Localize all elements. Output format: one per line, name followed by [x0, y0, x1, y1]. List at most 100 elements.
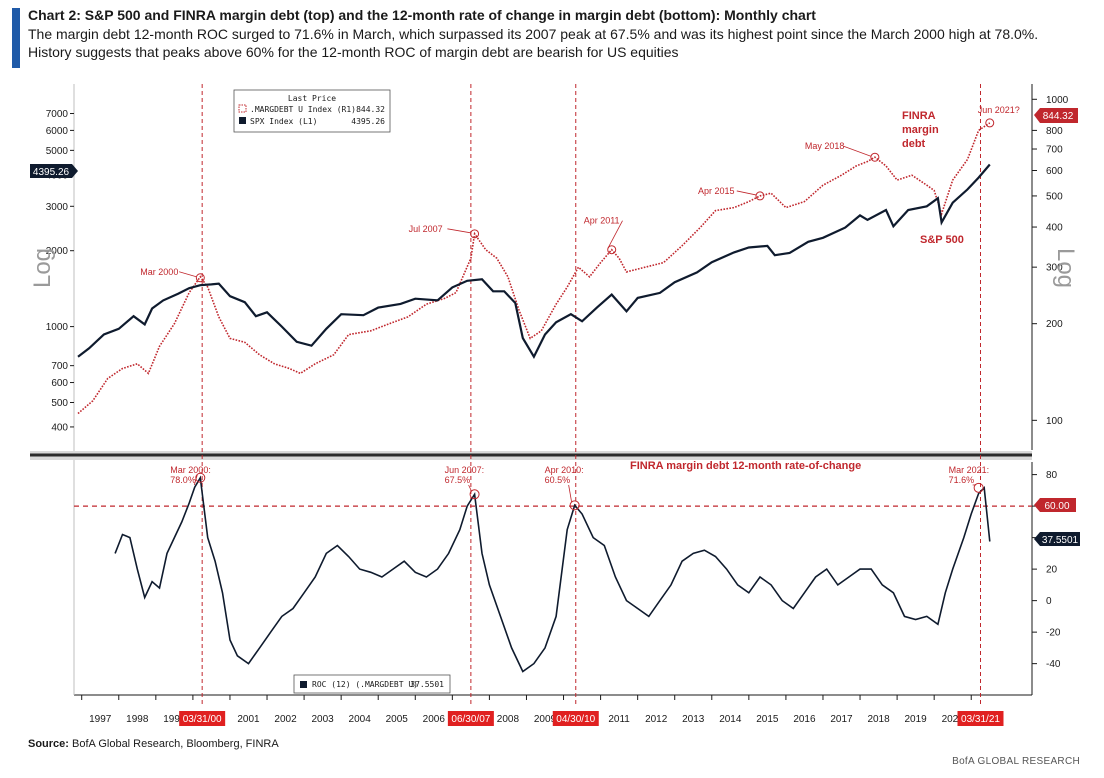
roc-tick-label: 20 — [1046, 565, 1058, 576]
right-log-axis-label: Log — [1052, 248, 1079, 288]
margin-peak-marker — [470, 229, 480, 239]
roc-peak-marker — [469, 489, 480, 500]
right-tick-label: 200 — [1046, 319, 1063, 330]
margin-peak-label: Apr 2011 — [584, 216, 620, 226]
legend-roc-name: ROC (12) (.MARGDEBT U) — [312, 680, 418, 689]
legend-margin-swatch — [238, 104, 247, 113]
right-tick-label: 700 — [1046, 145, 1063, 156]
margin-peak-label: May 2018 — [805, 141, 845, 151]
legend-roc-value: 37.5501 — [410, 680, 444, 689]
roc-tick-label: -40 — [1046, 659, 1061, 670]
roc-last-value-text: 37.5501 — [1042, 535, 1079, 546]
left-tick-label: 7000 — [46, 109, 69, 120]
threshold-value-flag: 60.00 — [1034, 498, 1076, 512]
x-year-label: 2009 — [534, 714, 557, 725]
x-year-label: 1999 — [163, 714, 186, 725]
roc-panel-title: FINRA margin debt 12-month rate-of-chang… — [630, 460, 861, 472]
right-tick-label: 300 — [1046, 263, 1063, 274]
finra-label-line-1: FINRA — [902, 110, 936, 122]
chart-subtitle-line-1: The margin debt 12-month ROC surged to 7… — [28, 26, 1039, 42]
roc-peak-marker — [973, 482, 984, 493]
legend-spx-swatch — [239, 117, 246, 124]
roc-tick-label: 80 — [1046, 470, 1058, 481]
x-year-label: 1998 — [126, 714, 149, 725]
x-year-label: 2004 — [349, 714, 372, 725]
x-year-label: 2001 — [237, 714, 260, 725]
roc-peak-label: Apr 2010: — [545, 465, 584, 475]
x-year-label: 2018 — [867, 714, 890, 725]
spx-last-value-flag: 4395.26 — [30, 164, 78, 178]
roc-peak-leader — [468, 484, 472, 492]
roc-peak-leader — [568, 484, 573, 503]
right-tick-label: 400 — [1046, 223, 1063, 234]
right-tick-label: 800 — [1046, 126, 1063, 137]
x-year-label: 2016 — [793, 714, 816, 725]
roc-peak-value: 67.5% — [445, 475, 471, 485]
finra-label-line-2: margin — [902, 124, 939, 136]
margin-peak-leader — [607, 220, 623, 249]
roc-peak-label: Mar 2000: — [170, 465, 211, 475]
highlighted-date-box — [447, 711, 494, 726]
x-year-label: 2019 — [905, 714, 928, 725]
x-year-label: 2013 — [682, 714, 705, 725]
left-tick-label: 600 — [51, 378, 68, 389]
roc-peak-value: 60.5% — [545, 475, 571, 485]
x-year-label: 1997 — [89, 714, 112, 725]
brand-footer: BofA GLOBAL RESEARCH — [952, 756, 1080, 767]
margin-peak-marker — [870, 152, 880, 162]
margin-peak-leader — [447, 228, 471, 234]
spx-last-value-text: 4395.26 — [33, 167, 70, 178]
roc-peak-label: Jun 2007: — [445, 465, 485, 475]
x-year-label: 2005 — [386, 714, 409, 725]
right-tick-label: 600 — [1046, 166, 1063, 177]
highlighted-date-label: 06/30/07 — [451, 714, 490, 725]
margin-peak-leader — [178, 271, 197, 278]
left-tick-label: 1000 — [46, 322, 69, 333]
x-year-label: 2017 — [830, 714, 853, 725]
chart-header: Chart 2: S&P 500 and FINRA margin debt (… — [28, 6, 1098, 61]
margin-debt-line — [77, 122, 991, 415]
legend-margin-name: .MARGDEBT U Index (R1) — [250, 105, 356, 114]
margin-peak-marker — [985, 118, 995, 128]
x-year-label: 2003 — [311, 714, 334, 725]
legend-spx-name: SPX Index (L1) — [250, 117, 317, 126]
roc-line — [114, 475, 991, 673]
spx-series-label: S&P 500 — [920, 234, 964, 246]
margin-peak-marker — [607, 245, 617, 255]
margin-last-value-text: 844.32 — [1043, 111, 1074, 122]
roc-last-value-flag: 37.5501 — [1034, 532, 1080, 546]
roc-peak-value: 71.6% — [949, 475, 975, 485]
legend-spx-value: 4395.26 — [351, 117, 385, 126]
bottom-legend: ROC (12) (.MARGDEBT U) 37.5501 — [293, 674, 451, 694]
x-year-label: 2011 — [608, 714, 630, 725]
left-log-axis-label: Log — [29, 248, 56, 288]
source-label: Source: — [28, 738, 69, 750]
right-tick-label: 1000 — [1046, 95, 1069, 106]
left-tick-label: 700 — [51, 361, 68, 372]
legend-roc-swatch — [300, 681, 307, 688]
margin-peak-leader — [843, 145, 872, 157]
margin-peak-marker — [195, 273, 205, 283]
x-year-label: 2002 — [274, 714, 297, 725]
left-tick-label: 6000 — [46, 126, 69, 137]
left-tick-label: 3000 — [46, 202, 69, 213]
chart-title: Chart 2: S&P 500 and FINRA margin debt (… — [28, 7, 816, 23]
margin-peak-label: Jul 2007 — [409, 224, 443, 234]
left-tick-label: 5000 — [46, 146, 69, 157]
right-tick-label: 500 — [1046, 191, 1063, 202]
margin-peak-label: Jun 2021? — [978, 105, 1020, 115]
legend-margin-value: 844.32 — [356, 105, 385, 114]
top-legend: Last Price .MARGDEBT U Index (R1) 844.32… — [233, 89, 391, 133]
x-year-label: 2015 — [756, 714, 779, 725]
threshold-value-text: 60.00 — [1044, 501, 1069, 512]
right-tick-label: 100 — [1046, 416, 1063, 427]
highlighted-date-box — [957, 711, 1004, 726]
roc-peak-value: 78.0% — [170, 475, 196, 485]
source-note: Source: BofA Global Research, Bloomberg,… — [28, 738, 279, 750]
margin-peak-label: Apr 2015 — [698, 186, 735, 196]
finra-label-line-3: debt — [902, 138, 926, 150]
header-accent-bar — [12, 8, 20, 68]
roc-peak-leader — [193, 474, 198, 486]
roc-tick-label: -20 — [1046, 628, 1061, 639]
